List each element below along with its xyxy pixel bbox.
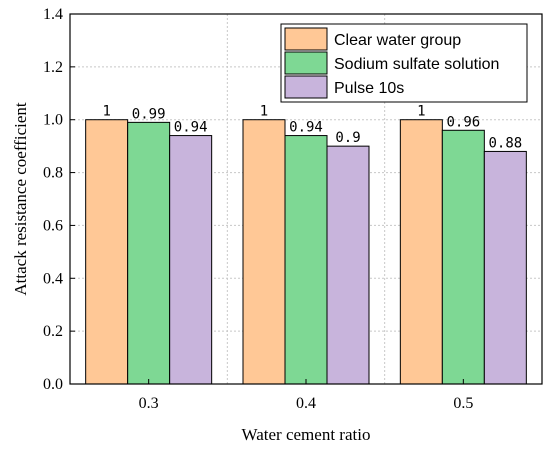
y-tick-label: 1.4 <box>43 6 63 23</box>
y-tick-label: 1.0 <box>43 112 63 129</box>
bar <box>284 135 328 385</box>
legend-label: Clear water group <box>334 32 461 49</box>
data-label: 1 <box>260 104 268 120</box>
data-label: 0.9 <box>335 130 360 146</box>
legend-swatch <box>284 51 328 75</box>
bar <box>441 129 485 385</box>
data-label: 1 <box>417 104 425 120</box>
bar <box>399 119 443 385</box>
axes: 0.0 0.2 0.4 0.6 0.8 1.0 1.2 1.4 0.3 0.4 0.5 <box>43 6 473 412</box>
data-label: 0.99 <box>132 106 166 122</box>
data-label: 0.94 <box>289 120 323 136</box>
x-axis-title: Water cement ratio <box>242 425 371 444</box>
bar <box>242 119 286 385</box>
data-label: 0.88 <box>488 135 522 151</box>
x-tick-label: 0.3 <box>139 395 159 412</box>
bar <box>169 135 213 385</box>
legend-swatch <box>284 27 328 51</box>
y-tick-label: 0.6 <box>43 217 63 234</box>
legend-swatch <box>284 75 328 99</box>
data-label: 1 <box>102 104 110 120</box>
y-tick-label: 1.2 <box>43 59 63 76</box>
data-labels: 1 0.99 0.94 1 0.94 0.9 1 0.96 0.88 <box>102 104 522 152</box>
y-tick-label: 0.4 <box>43 270 63 287</box>
bar <box>326 145 370 385</box>
y-tick-label: 0.8 <box>43 165 63 182</box>
y-tick-label: 0.0 <box>43 376 63 393</box>
bars <box>85 119 527 385</box>
data-label: 0.96 <box>446 114 480 130</box>
bar <box>127 121 171 385</box>
legend-label: Pulse 10s <box>334 80 404 97</box>
y-axis-title: Attack resistance coefficient <box>11 102 30 295</box>
legend-label: Sodium sulfate solution <box>334 56 499 73</box>
legend: Clear water group Sodium sulfate solution… <box>280 23 528 103</box>
x-tick-label: 0.5 <box>453 395 473 412</box>
data-label: 0.94 <box>174 120 208 136</box>
bar <box>483 150 527 385</box>
bar <box>85 119 129 385</box>
y-tick-label: 0.2 <box>43 323 63 340</box>
x-tick-label: 0.4 <box>296 395 316 412</box>
